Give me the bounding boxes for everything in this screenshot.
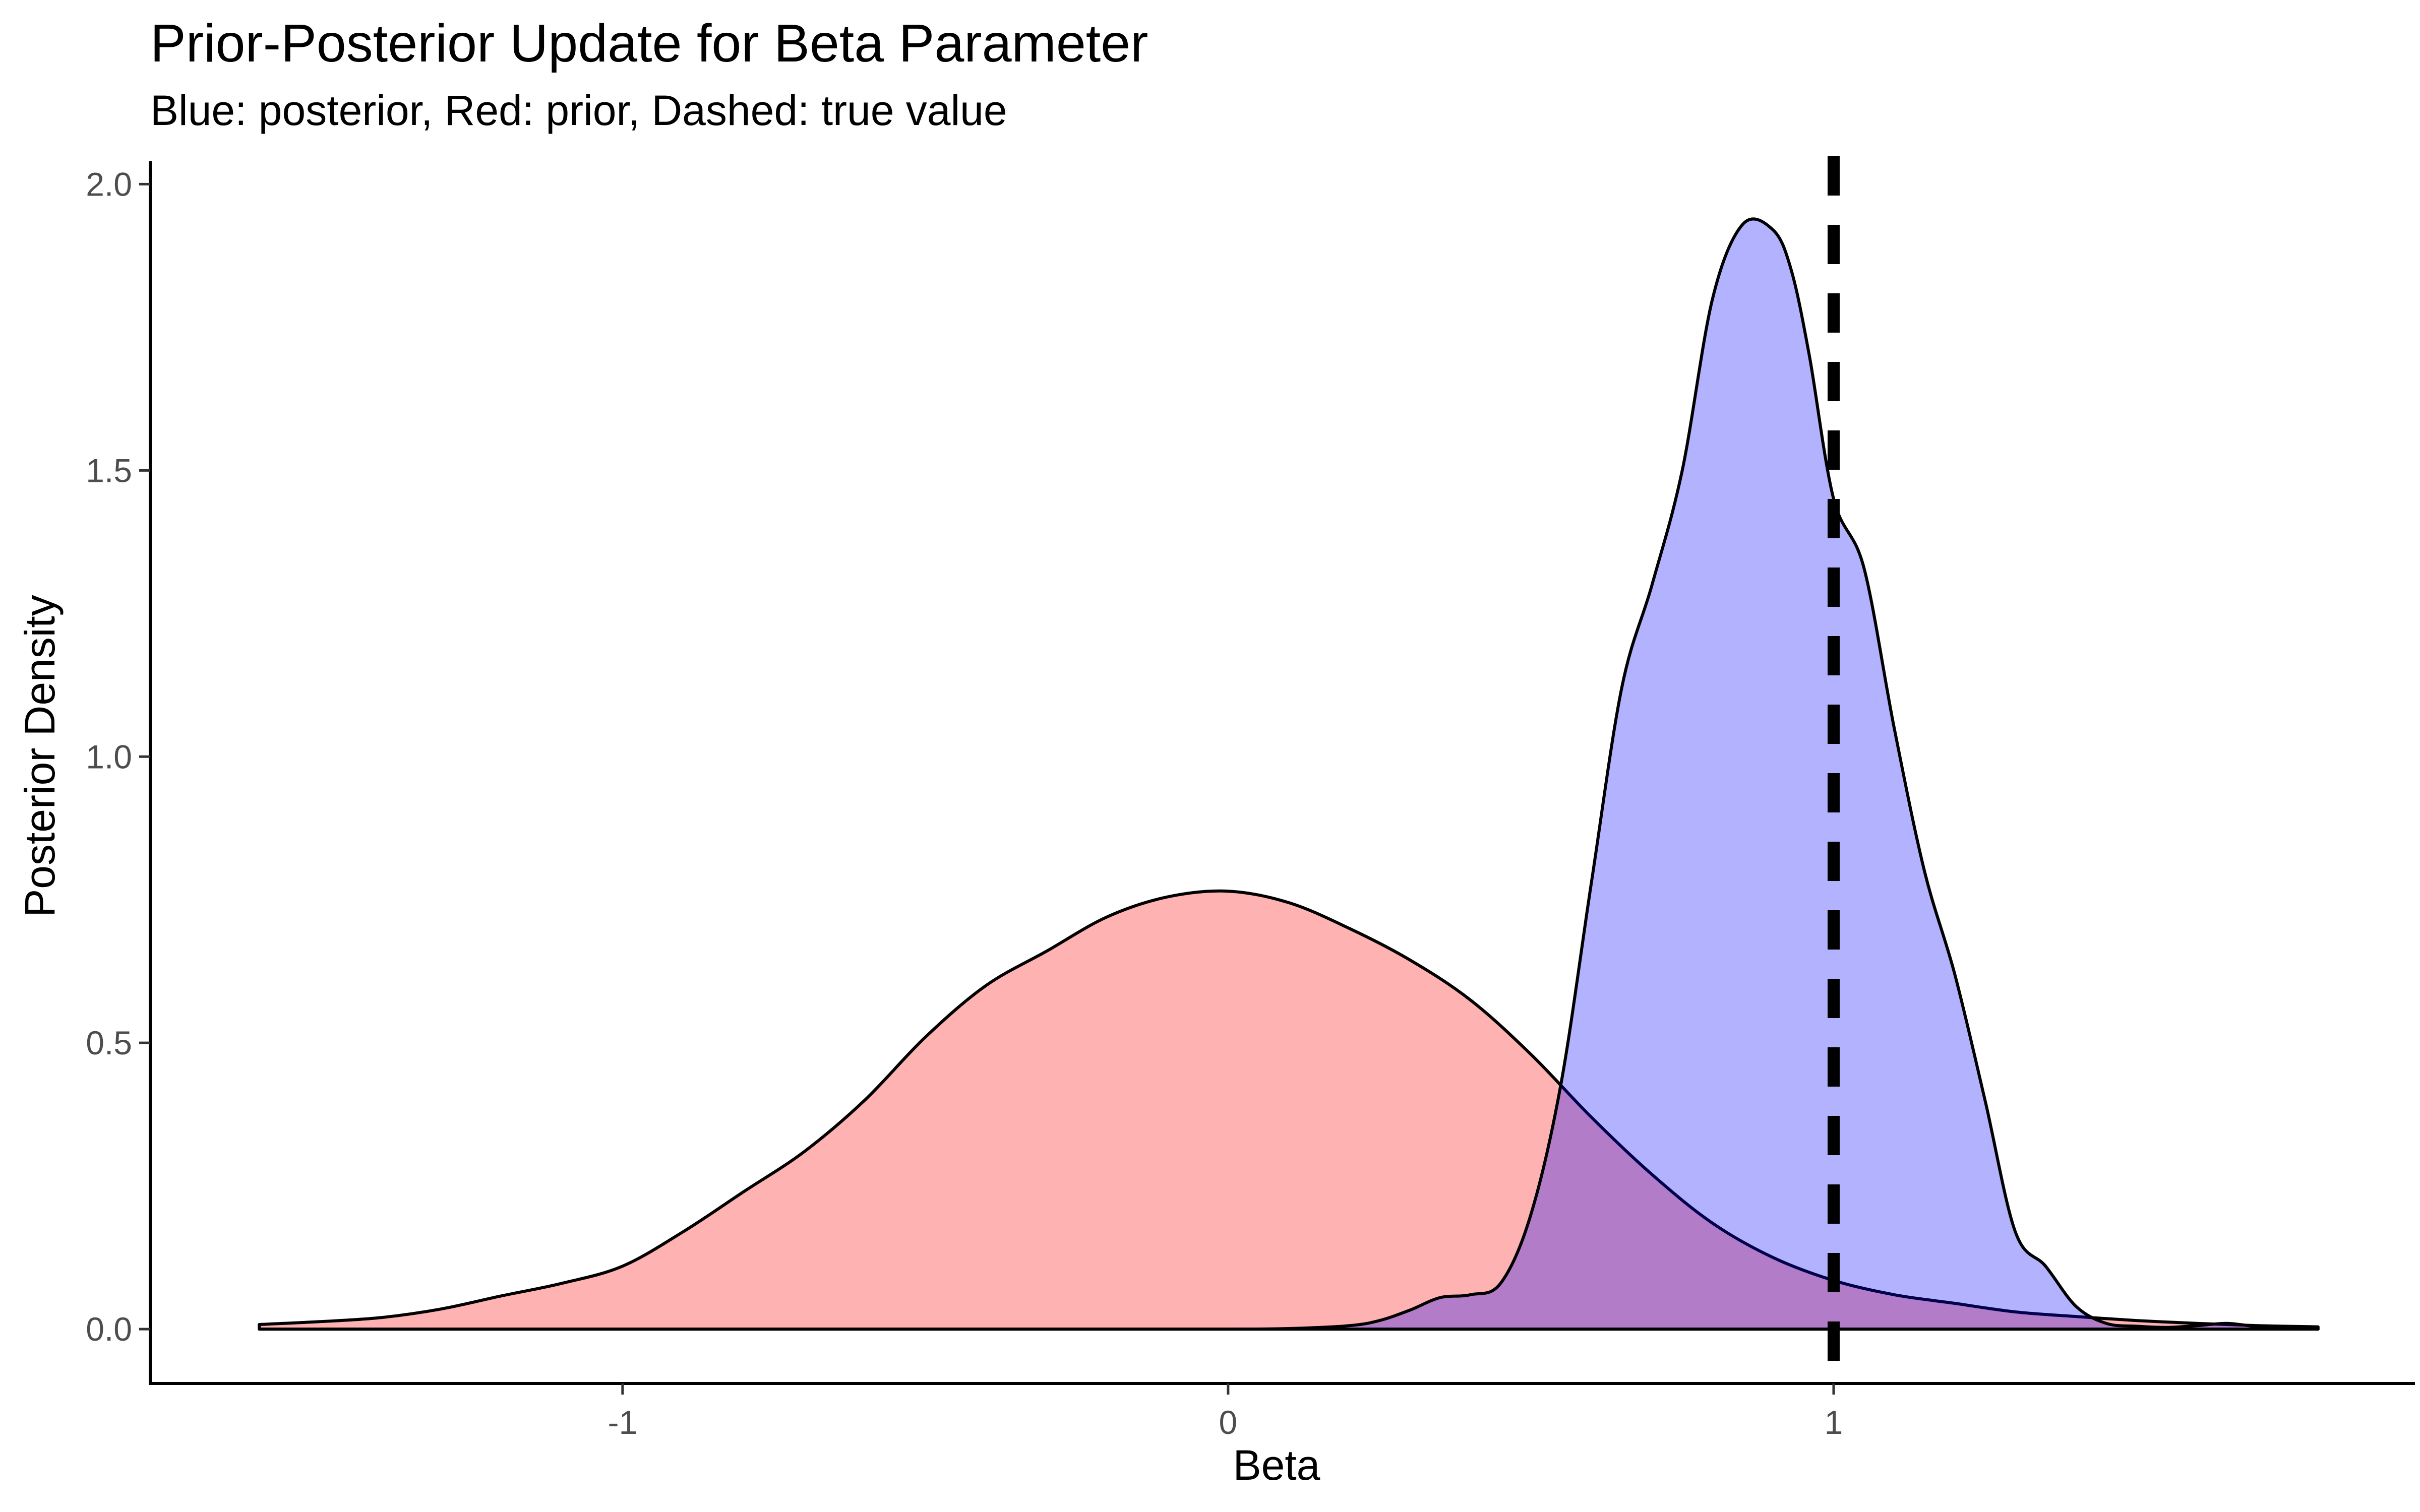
density-area-1 <box>258 889 2320 1331</box>
y-axis-title: Posterior Density <box>16 595 64 917</box>
x-tick-label: -1 <box>608 1404 637 1441</box>
y-tick-label: 0.5 <box>86 1024 132 1061</box>
y-tick-label: 0.0 <box>86 1310 132 1348</box>
x-tick-label: 0 <box>1219 1404 1238 1441</box>
y-tick-label: 1.5 <box>86 452 132 489</box>
x-ticks: -1 0 1 <box>608 1383 1843 1441</box>
axes <box>149 161 2415 1385</box>
y-ticks: 0.0 0.5 1.0 1.5 2.0 <box>86 165 150 1348</box>
y-tick-label: 2.0 <box>86 165 132 203</box>
x-tick-label: 1 <box>1825 1404 1843 1441</box>
y-tick-label: 1.0 <box>86 738 132 775</box>
plot-areas <box>258 217 2320 1331</box>
chart-title: Prior-Posterior Update for Beta Paramete… <box>150 14 1148 73</box>
density-area-2 <box>258 217 2320 1331</box>
x-axis-title: Beta <box>1233 1441 1320 1489</box>
chart-subtitle: Blue: posterior, Red: prior, Dashed: tru… <box>150 87 1007 134</box>
